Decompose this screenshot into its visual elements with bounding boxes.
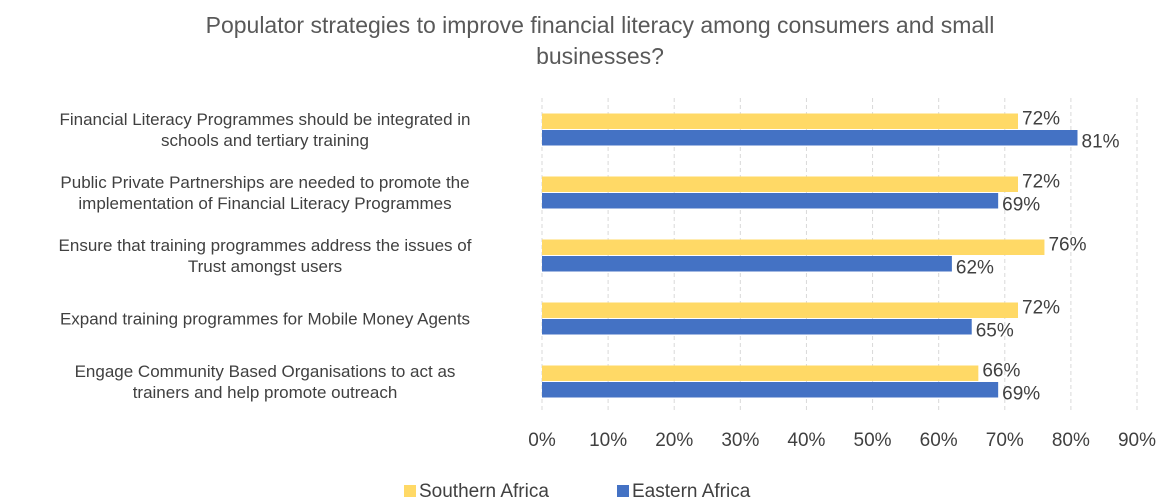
category-label: Public Private Partnerships are needed t… bbox=[60, 173, 469, 213]
data-label: 72% bbox=[1022, 172, 1060, 193]
data-label: 66% bbox=[982, 361, 1020, 382]
x-tick-label: 50% bbox=[854, 430, 892, 451]
bar-southern-africa bbox=[542, 302, 1018, 318]
bar-eastern-africa bbox=[542, 382, 999, 398]
category-label: Engage Community Based Organisations to … bbox=[75, 362, 456, 402]
bar-southern-africa bbox=[542, 365, 979, 381]
bars bbox=[542, 113, 1078, 398]
bar-eastern-africa bbox=[542, 130, 1078, 146]
category-label: Ensure that training programmes address … bbox=[59, 236, 472, 276]
grid-lines bbox=[541, 98, 1138, 413]
x-tick-label: 70% bbox=[986, 430, 1024, 451]
x-tick-label: 90% bbox=[1118, 430, 1156, 451]
x-tick-label: 40% bbox=[787, 430, 825, 451]
data-label: 72% bbox=[1022, 298, 1060, 319]
legend-swatch bbox=[404, 485, 416, 497]
data-label: 72% bbox=[1022, 109, 1060, 130]
x-tick-labels: 0% 10% 20% 30% 40% 50% 60% 70% 80% 90% bbox=[528, 430, 1156, 451]
data-label: 81% bbox=[1082, 132, 1120, 153]
category-labels: Financial Literacy Programmes should be … bbox=[59, 110, 472, 402]
category-label: Financial Literacy Programmes should be … bbox=[59, 110, 470, 150]
data-label: 69% bbox=[1002, 195, 1040, 216]
data-label: 62% bbox=[956, 258, 994, 279]
x-tick-label: 30% bbox=[721, 430, 759, 451]
bar-eastern-africa bbox=[542, 256, 952, 272]
chart-title: Populator strategies to improve financia… bbox=[206, 12, 995, 69]
data-label: 76% bbox=[1048, 235, 1086, 256]
x-tick-label: 20% bbox=[655, 430, 693, 451]
x-tick-label: 80% bbox=[1052, 430, 1090, 451]
bar-eastern-africa bbox=[542, 319, 972, 335]
bar-southern-africa bbox=[542, 113, 1018, 129]
bar-eastern-africa bbox=[542, 193, 999, 209]
data-label: 69% bbox=[1002, 384, 1040, 405]
x-tick-label: 0% bbox=[528, 430, 556, 451]
data-label: 65% bbox=[976, 321, 1014, 342]
x-tick-label: 10% bbox=[589, 430, 627, 451]
bar-southern-africa bbox=[542, 239, 1045, 255]
legend-swatch bbox=[617, 485, 629, 497]
bar-southern-africa bbox=[542, 176, 1018, 192]
category-label: Expand training programmes for Mobile Mo… bbox=[60, 310, 470, 329]
legend-label: Southern Africa bbox=[419, 481, 549, 502]
legend: Southern Africa Eastern Africa bbox=[404, 481, 751, 502]
data-labels: 72% 72% 76% 72% 66% 81% 69% 62% 65% 69% bbox=[956, 109, 1120, 405]
x-tick-label: 60% bbox=[920, 430, 958, 451]
legend-label: Eastern Africa bbox=[632, 481, 751, 502]
